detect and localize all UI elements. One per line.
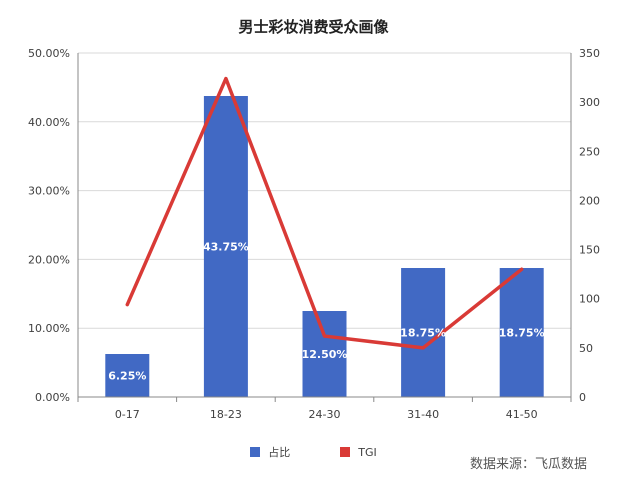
legend-swatch-bar [250, 447, 261, 457]
right-y-axis: 0 50 100 150 200 250 300 350 [570, 47, 600, 404]
tgi-point[interactable] [125, 303, 129, 307]
x-tick-label: 24-30 [309, 408, 341, 421]
legend: 占比 TGI [0, 444, 627, 460]
bar[interactable] [105, 354, 150, 397]
bar[interactable] [302, 311, 347, 397]
chart-title: 男士彩妆消费受众画像 [238, 18, 389, 36]
left-tick-label: 10.00% [28, 322, 70, 335]
right-tick-label: 0 [579, 391, 586, 404]
bar-data-label: 18.75% [400, 327, 446, 340]
tgi-point[interactable] [421, 346, 425, 350]
bar[interactable] [401, 268, 446, 397]
right-tick-label: 150 [579, 244, 600, 257]
bar[interactable] [499, 268, 544, 397]
legend-label-bar: 占比 [268, 446, 291, 459]
legend-item-bar[interactable]: 占比 [250, 444, 290, 460]
legend-swatch-line [340, 447, 351, 457]
bar-data-label: 18.75% [499, 327, 545, 340]
bar-data-label: 43.75% [203, 241, 249, 254]
tgi-point[interactable] [520, 267, 524, 271]
source-note: 数据来源：飞瓜数据 [469, 457, 587, 472]
tgi-point[interactable] [224, 77, 228, 81]
x-tick-label: 0-17 [115, 408, 140, 421]
tgi-line[interactable] [125, 76, 524, 350]
x-tick-label: 18-23 [210, 408, 242, 421]
x-axis: 0-17 18-23 24-30 31-40 41-50 [77, 396, 572, 421]
left-tick-label: 0.00% [35, 391, 70, 404]
right-tick-label: 50 [579, 342, 593, 355]
right-tick-label: 350 [579, 47, 600, 60]
legend-item-line[interactable]: TGI [340, 444, 377, 460]
line-series [125, 76, 524, 350]
right-tick-label: 300 [579, 96, 600, 109]
tgi-point[interactable] [323, 334, 326, 338]
right-tick-label: 250 [579, 145, 600, 158]
legend-label-line: TGI [358, 445, 377, 459]
bar-data-label: 12.50% [302, 348, 348, 361]
bar[interactable] [203, 96, 248, 397]
right-tick-label: 100 [579, 293, 600, 306]
bar-series [105, 96, 544, 397]
x-tick-label: 41-50 [506, 408, 538, 421]
left-tick-label: 20.00% [28, 253, 70, 266]
left-tick-label: 30.00% [28, 185, 70, 198]
x-tick-label: 31-40 [407, 408, 439, 421]
bar-data-labels: 6.25% 43.75% 12.50% 18.75% 18.75% [108, 241, 544, 383]
left-tick-label: 50.00% [28, 47, 70, 60]
right-tick-label: 200 [579, 194, 600, 207]
bar-data-label: 6.25% [108, 370, 146, 383]
left-y-axis: 0.00% 10.00% 20.00% 30.00% 40.00% 50.00% [28, 47, 79, 404]
left-tick-label: 40.00% [28, 116, 70, 129]
